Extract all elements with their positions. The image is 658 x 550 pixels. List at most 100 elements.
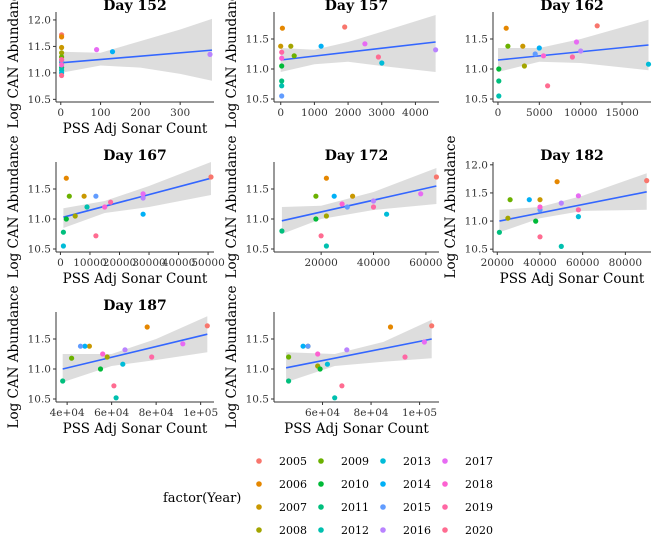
x-tick-label: 80000 — [609, 257, 642, 269]
legend-item-2013: 2013 — [380, 455, 431, 468]
legend-label: 2006 — [279, 478, 307, 491]
legend-label: 2005 — [279, 455, 307, 468]
legend-swatch — [256, 481, 262, 487]
legend-swatch — [442, 504, 448, 510]
data-point-2020 — [375, 54, 381, 60]
x-tick-label: 2000 — [335, 107, 362, 119]
data-point-2013 — [324, 361, 330, 367]
data-point-2020 — [59, 72, 65, 79]
data-point-2005 — [644, 178, 650, 184]
data-point-2015 — [532, 51, 538, 57]
fit-line — [499, 191, 647, 222]
y-tick-label: 10.5 — [465, 244, 488, 256]
data-point-2009 — [313, 193, 319, 199]
x-tick-label: 40000 — [523, 257, 556, 269]
data-point-2015 — [93, 193, 99, 199]
legend-label: 2017 — [465, 455, 493, 468]
data-point-2007 — [278, 43, 284, 49]
data-point-2019 — [108, 199, 114, 205]
legend-swatch — [318, 504, 324, 510]
data-point-2007 — [59, 44, 65, 51]
data-point-2007 — [350, 193, 356, 199]
x-tick-label: 0 — [277, 107, 284, 119]
legend-label: 2015 — [403, 501, 431, 514]
data-point-2017 — [418, 191, 424, 197]
data-point-2005 — [208, 174, 214, 180]
data-point-2012 — [113, 395, 119, 401]
data-point-2005 — [429, 323, 435, 329]
legend-label: 2018 — [465, 478, 493, 491]
legend-swatch — [442, 527, 448, 533]
data-point-2006 — [279, 25, 285, 31]
legend-swatch — [318, 481, 324, 487]
legend-swatch — [380, 504, 386, 510]
x-tick-label: 0 — [57, 107, 64, 119]
x-tick-label: 5000 — [526, 107, 553, 119]
panel-title: Day 167 — [103, 148, 166, 164]
data-point-2014 — [331, 193, 337, 199]
data-point-2016 — [578, 48, 584, 54]
x-axis-title: PSS Adj Sonar Count — [500, 271, 645, 287]
panel-6: 10.5 11.0 11.5 12.0 20000 40000 60000 80000 Day … — [443, 136, 651, 287]
x-tick-label: 4000 — [402, 107, 429, 119]
legend-item-2006: 2006 — [256, 478, 307, 491]
data-point-2016 — [207, 51, 213, 58]
data-point-2017 — [94, 47, 100, 53]
fit-line — [285, 338, 432, 369]
data-point-2020 — [545, 83, 551, 89]
data-point-2010 — [317, 366, 323, 372]
y-tick-label: 11.0 — [28, 214, 51, 226]
y-tick-label: 10.5 — [246, 94, 269, 106]
data-point-2019 — [575, 207, 582, 213]
y-axis-title: Log CAN Abundance — [224, 286, 240, 429]
data-point-2013 — [384, 211, 390, 217]
data-point-2016 — [370, 198, 377, 204]
data-point-2019 — [59, 57, 65, 63]
data-point-2008 — [59, 50, 65, 56]
x-tick-label: 20000 — [103, 257, 136, 269]
legend-title: factor(Year) — [163, 491, 241, 506]
data-point-2006 — [59, 34, 65, 40]
data-point-2006 — [323, 175, 329, 181]
y-tick-label: 11.0 — [28, 67, 51, 79]
data-point-2007 — [537, 197, 543, 203]
x-tick-label: 30000 — [132, 257, 165, 269]
fit-line — [280, 41, 436, 61]
legend-item-2010: 2010 — [318, 478, 369, 491]
data-point-2009 — [286, 354, 292, 360]
y-tick-label: 12.0 — [28, 14, 51, 26]
data-point-2012 — [332, 395, 338, 401]
legend-item-2016: 2016 — [380, 524, 431, 537]
confidence-ribbon — [60, 18, 212, 81]
confidence-ribbon — [498, 19, 649, 72]
data-point-2007 — [81, 193, 87, 199]
data-point-2010 — [279, 63, 285, 69]
data-point-2009 — [507, 197, 513, 203]
data-point-2015 — [344, 204, 350, 210]
y-tick-label: 11.5 — [246, 34, 269, 46]
y-axis-title: Log CAN Abundance — [443, 136, 459, 279]
legend-label: 2007 — [279, 501, 307, 514]
data-point-2011 — [496, 229, 502, 235]
legend-item-2005: 2005 — [256, 455, 307, 468]
data-point-2020 — [339, 383, 345, 389]
y-tick-label: 10.5 — [246, 244, 269, 256]
data-point-2006 — [503, 25, 509, 31]
data-point-2005 — [433, 174, 439, 180]
x-tick-label: 200 — [130, 107, 150, 119]
legend-item-2012: 2012 — [318, 524, 369, 537]
data-point-2019 — [569, 54, 576, 60]
y-axis-title: Log CAN Abundance — [6, 0, 22, 128]
legend-label: 2020 — [465, 524, 493, 537]
data-point-2006 — [144, 324, 150, 330]
data-point-2016 — [122, 347, 128, 353]
data-point-2018 — [59, 62, 65, 68]
x-tick-label: 40000 — [357, 257, 390, 269]
y-tick-label: 11.0 — [465, 64, 488, 76]
legend-label: 2010 — [341, 478, 369, 491]
y-tick-label: 11.5 — [465, 34, 488, 46]
y-axis-title: Log CAN Abundance — [6, 286, 22, 429]
data-point-2005 — [342, 24, 348, 30]
data-point-2014 — [82, 343, 88, 349]
